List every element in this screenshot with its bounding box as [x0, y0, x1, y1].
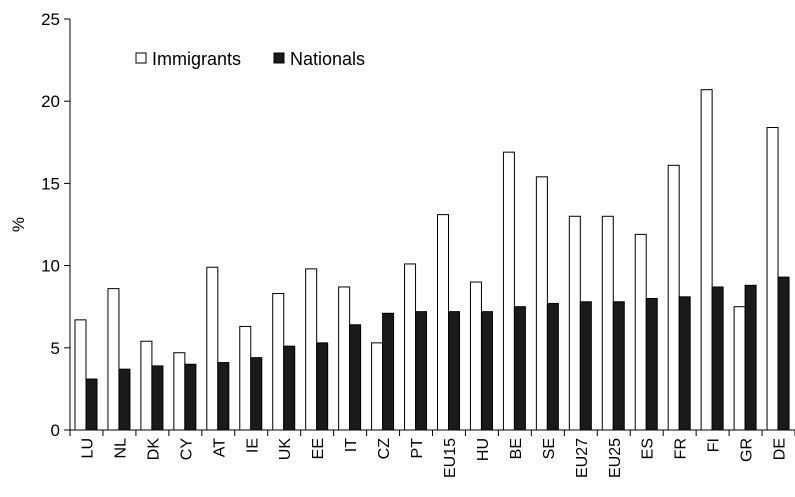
x-tick-label: SE: [541, 438, 558, 459]
bar-nationals-hu: [481, 312, 492, 430]
x-tick-label: IT: [343, 438, 360, 452]
x-tick-label: LU: [79, 438, 96, 458]
bar-immigrants-nl: [108, 289, 119, 430]
x-tick-label: HU: [475, 438, 492, 461]
bar-immigrants-eu27: [569, 216, 580, 430]
bar-immigrants-be: [503, 152, 514, 430]
y-tick-label: 25: [41, 10, 60, 29]
bar-nationals-nl: [119, 369, 130, 430]
bar-immigrants-dk: [141, 341, 152, 430]
bar-nationals-uk: [284, 346, 295, 430]
bar-nationals-se: [547, 303, 558, 430]
bar-immigrants-se: [536, 177, 547, 430]
x-tick-label: BE: [508, 438, 525, 459]
x-tick-label: EU25: [607, 438, 624, 478]
y-tick-label: 20: [41, 92, 60, 111]
bar-immigrants-eu25: [602, 216, 613, 430]
bar-nationals-lu: [86, 379, 97, 430]
bar-immigrants-gr: [734, 307, 745, 430]
bar-nationals-fi: [712, 287, 723, 430]
y-tick-label: 0: [51, 421, 60, 440]
bar-nationals-gr: [745, 285, 756, 430]
bar-nationals-cy: [185, 364, 196, 430]
x-tick-label: DK: [145, 438, 162, 461]
bar-immigrants-ie: [240, 326, 251, 430]
y-tick-label: 5: [51, 339, 60, 358]
bar-nationals-de: [778, 277, 789, 430]
bar-immigrants-cz: [372, 343, 383, 430]
bar-immigrants-de: [767, 128, 778, 430]
bar-nationals-it: [350, 325, 361, 430]
x-tick-label: CY: [178, 438, 195, 461]
x-tick-label: FR: [673, 438, 690, 459]
bar-immigrants-fi: [701, 90, 712, 430]
bar-immigrants-lu: [75, 320, 86, 430]
x-tick-label: EU27: [574, 438, 591, 478]
bar-nationals-fr: [679, 297, 690, 430]
x-tick-label: FI: [706, 438, 723, 452]
bar-nationals-ie: [251, 358, 262, 430]
legend-label-immigrants: Immigrants: [152, 49, 241, 69]
bar-nationals-eu15: [449, 312, 460, 430]
bar-nationals-eu27: [580, 302, 591, 430]
legend-swatch-immigrants: [136, 53, 146, 63]
bar-immigrants-eu15: [438, 215, 449, 430]
x-tick-label: ES: [640, 438, 657, 459]
bars: [75, 90, 789, 430]
bar-nationals-be: [514, 307, 525, 430]
bar-nationals-dk: [152, 366, 163, 430]
bar-nationals-pt: [416, 312, 427, 430]
x-tick-label: AT: [211, 438, 228, 457]
x-tick-label: IE: [244, 438, 261, 453]
bar-immigrants-pt: [405, 264, 416, 430]
x-tick-label: EE: [310, 438, 327, 459]
bar-nationals-ee: [317, 343, 328, 430]
x-tick-label: UK: [277, 438, 294, 461]
y-axis: 0 5 10 15 20 25: [41, 10, 70, 440]
x-tick-label: GR: [739, 438, 756, 462]
y-tick-label: 15: [41, 174, 60, 193]
bar-immigrants-at: [207, 267, 218, 430]
legend-label-nationals: Nationals: [290, 49, 365, 69]
x-tick-label: DE: [772, 438, 789, 460]
bar-immigrants-uk: [273, 294, 284, 430]
bar-immigrants-hu: [470, 282, 481, 430]
bar-immigrants-cy: [174, 353, 185, 430]
bar-immigrants-fr: [668, 165, 679, 430]
bar-immigrants-it: [339, 287, 350, 430]
x-tick-label: NL: [112, 438, 129, 459]
legend: Immigrants Nationals: [136, 49, 365, 69]
x-axis: LU NL DK CY AT IE UK EE IT CZ PT EU15 HU BE SE EU27 EU25…: [70, 430, 795, 478]
bar-immigrants-es: [635, 234, 646, 430]
bar-immigrants-ee: [306, 269, 317, 430]
bar-nationals-cz: [383, 313, 394, 430]
legend-swatch-nationals: [274, 53, 284, 63]
y-tick-label: 10: [41, 257, 60, 276]
bar-nationals-es: [646, 298, 657, 430]
bar-nationals-eu25: [613, 302, 624, 430]
y-axis-title: %: [9, 217, 28, 232]
x-tick-label: PT: [409, 438, 426, 459]
x-tick-label: CZ: [376, 438, 393, 460]
x-tick-label: EU15: [442, 438, 459, 478]
bar-nationals-at: [218, 363, 229, 430]
